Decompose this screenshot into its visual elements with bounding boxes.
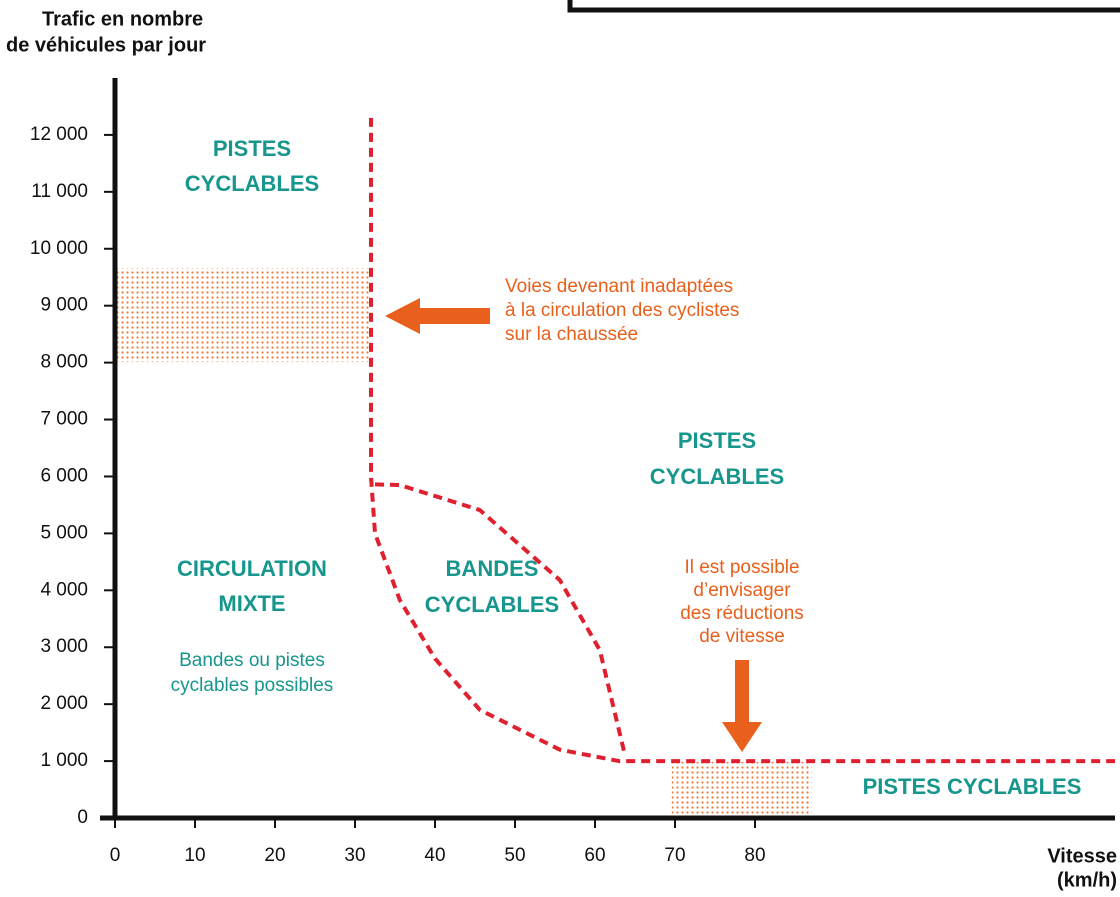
arrow-down bbox=[722, 660, 762, 752]
zone-label: CYCLABLES bbox=[650, 464, 784, 489]
arrow-left bbox=[385, 298, 490, 334]
zone-label: CYCLABLES bbox=[425, 592, 559, 617]
y-tick-label: 7 000 bbox=[40, 409, 88, 430]
boundary-line bbox=[369, 117, 1115, 764]
y-tick-label: 0 bbox=[77, 807, 88, 828]
zone-label: CYCLABLES bbox=[185, 171, 319, 196]
y-tick-label: 9 000 bbox=[40, 295, 88, 316]
x-tick-label: 80 bbox=[744, 845, 765, 866]
x-tick-label: 60 bbox=[584, 845, 605, 866]
zone-label: PISTES CYCLABLES bbox=[863, 774, 1082, 799]
zone-label: cyclables possibles bbox=[171, 675, 334, 696]
y-tick-label: 11 000 bbox=[31, 181, 88, 202]
annotation: à la circulation des cyclistes bbox=[505, 300, 739, 321]
hatched-zone bbox=[671, 761, 812, 818]
hatched-zone bbox=[115, 268, 371, 363]
x-tick-label: 0 bbox=[110, 845, 121, 866]
x-axis-title: Vitesse bbox=[1047, 845, 1117, 867]
top-box bbox=[567, 0, 1120, 13]
y-tick-label: 3 000 bbox=[40, 636, 88, 657]
zone-label: PISTES bbox=[213, 136, 291, 161]
zone-label: CIRCULATION bbox=[177, 556, 327, 581]
y-tick-label: 1 000 bbox=[40, 750, 88, 771]
y-axis-title: de véhicules par jour bbox=[6, 34, 206, 56]
annotation: Voies devenant inadaptées bbox=[505, 276, 733, 297]
zone-label: PISTES bbox=[678, 428, 756, 453]
annotation: sur la chaussée bbox=[505, 324, 638, 345]
x-tick-label: 20 bbox=[264, 845, 285, 866]
x-axis-title: (km/h) bbox=[1057, 869, 1117, 891]
y-tick-label: 12 000 bbox=[30, 124, 88, 145]
x-tick-label: 70 bbox=[664, 845, 685, 866]
y-tick-label: 10 000 bbox=[30, 238, 88, 259]
x-tick-label: 10 bbox=[184, 845, 205, 866]
x-tick-label: 30 bbox=[344, 845, 365, 866]
x-tick-label: 40 bbox=[424, 845, 445, 866]
y-tick-label: 5 000 bbox=[40, 522, 88, 543]
y-tick-label: 8 000 bbox=[40, 352, 88, 373]
y-tick-label: 6 000 bbox=[40, 465, 88, 486]
annotation: des réductions bbox=[680, 603, 804, 624]
annotation: de vitesse bbox=[699, 626, 785, 647]
annotation: d’envisager bbox=[693, 580, 791, 601]
zone-label: Bandes ou pistes bbox=[179, 650, 325, 671]
annotation: Il est possible bbox=[684, 557, 799, 578]
zone-label: BANDES bbox=[446, 556, 539, 581]
boundary-line bbox=[374, 482, 627, 756]
y-axis-title: Trafic en nombre bbox=[42, 8, 203, 30]
zone-label: MIXTE bbox=[218, 591, 285, 616]
y-tick-label: 2 000 bbox=[40, 693, 88, 714]
y-tick-label: 4 000 bbox=[40, 579, 88, 600]
x-tick-label: 50 bbox=[504, 845, 525, 866]
